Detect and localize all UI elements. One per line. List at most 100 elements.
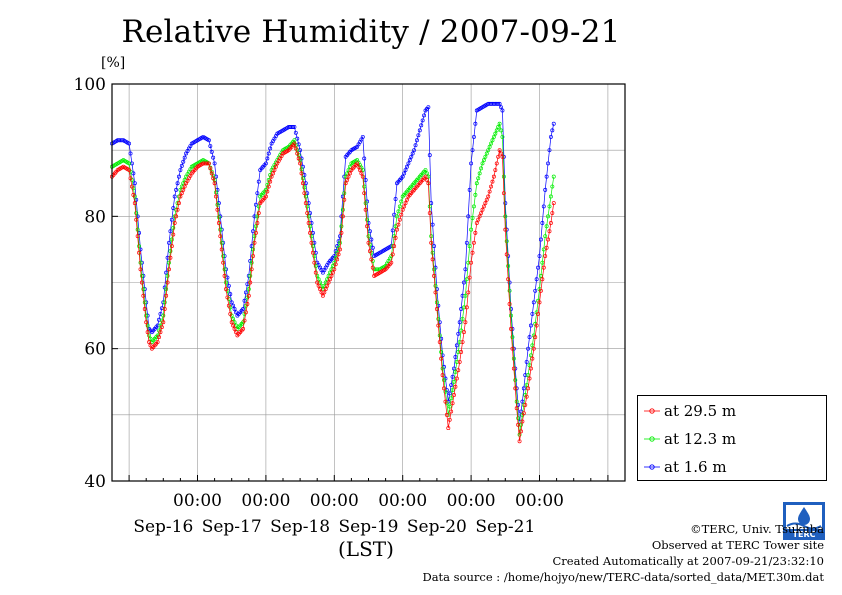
- data-point-16: [232, 307, 237, 311]
- data-point-16: [228, 292, 233, 297]
- data-point-295: [319, 290, 324, 295]
- data-point-123: [323, 280, 328, 285]
- data-point-295: [481, 204, 486, 209]
- data-point-16: [523, 373, 528, 378]
- data-point-295: [536, 311, 541, 316]
- data-point-123: [330, 264, 335, 268]
- data-point-295: [462, 330, 466, 335]
- data-point-123: [360, 168, 365, 172]
- data-point-123: [424, 171, 429, 176]
- data-point-16: [178, 168, 183, 172]
- data-point-16: [242, 298, 247, 303]
- data-point-16: [487, 101, 492, 106]
- data-point-295: [330, 270, 335, 275]
- data-point-16: [265, 156, 270, 161]
- data-point-123: [343, 174, 348, 179]
- data-point-123: [499, 128, 503, 133]
- data-point-295: [464, 305, 469, 310]
- data-point-123: [141, 287, 146, 292]
- data-point-16: [182, 155, 187, 160]
- data-point-295: [493, 168, 498, 172]
- data-point-295: [328, 277, 332, 282]
- data-point-123: [215, 202, 220, 207]
- data-point-123: [246, 287, 251, 292]
- data-point-123: [340, 207, 345, 212]
- data-point-295: [178, 194, 183, 199]
- data-point-295: [343, 181, 348, 186]
- data-point-295: [427, 211, 432, 215]
- data-point-123: [142, 300, 147, 305]
- data-point-123: [399, 199, 404, 204]
- data-point-295: [326, 280, 331, 285]
- data-point-16: [469, 161, 474, 166]
- data-point-123: [127, 161, 132, 166]
- data-point-295: [453, 384, 458, 389]
- data-point-123: [253, 224, 258, 229]
- data-point-16: [534, 277, 539, 282]
- data-point-295: [460, 340, 465, 344]
- terc-logo: TERC: [783, 502, 825, 540]
- data-point-123: [249, 260, 254, 265]
- grid-lines: [112, 84, 625, 481]
- data-point-295: [437, 340, 442, 344]
- data-point-295: [147, 340, 151, 344]
- data-point-16: [459, 307, 464, 311]
- data-point-123: [326, 273, 331, 278]
- data-point-16: [303, 181, 308, 186]
- data-point-295: [541, 265, 546, 270]
- data-point-123: [443, 389, 448, 394]
- data-point-295: [472, 240, 476, 245]
- data-point-123: [348, 164, 352, 169]
- data-point-295: [442, 386, 446, 391]
- data-point-123: [493, 131, 498, 136]
- data-point-295: [547, 229, 552, 234]
- data-point-295: [517, 439, 522, 444]
- data-point-16: [419, 123, 424, 128]
- data-point-123: [546, 214, 551, 219]
- data-point-123: [457, 340, 462, 344]
- legend: at 29.5 m at 12.3 m at 1.6 m: [637, 395, 827, 481]
- data-point-295: [405, 197, 409, 202]
- data-point-123: [224, 280, 228, 285]
- data-point-295: [466, 290, 471, 295]
- data-point-123: [453, 369, 458, 374]
- data-point-295: [393, 235, 398, 240]
- data-point-123: [362, 184, 367, 189]
- data-point-295: [345, 177, 350, 182]
- data-point-295: [175, 207, 180, 212]
- data-point-295: [476, 217, 481, 222]
- data-point-295: [540, 277, 545, 282]
- data-point-123: [513, 378, 518, 383]
- data-point-16: [171, 206, 176, 211]
- data-point-295: [155, 340, 160, 344]
- y-tick-label: 80: [84, 207, 106, 227]
- data-point-123: [506, 264, 511, 268]
- data-point-295: [224, 287, 228, 292]
- data-point-16: [392, 212, 397, 217]
- data-point-123: [459, 328, 464, 333]
- data-point-16: [402, 171, 407, 176]
- data-point-123: [342, 191, 347, 196]
- data-point-295: [392, 244, 397, 249]
- data-point-295: [477, 214, 482, 219]
- data-point-295: [296, 156, 301, 161]
- data-point-123: [218, 227, 223, 232]
- data-point-123: [454, 359, 459, 364]
- data-point-16: [286, 125, 291, 129]
- data-point-295: [139, 280, 144, 285]
- data-point-123: [490, 138, 495, 143]
- data-point-16: [291, 125, 295, 129]
- data-point-295: [446, 426, 451, 431]
- data-point-123: [305, 204, 310, 209]
- data-point-295: [332, 267, 337, 272]
- data-point-16: [229, 300, 234, 305]
- data-point-295: [315, 280, 320, 285]
- data-point-16: [499, 105, 503, 110]
- data-point-16: [497, 101, 502, 106]
- data-point-295: [212, 181, 217, 186]
- data-point-16: [292, 125, 297, 129]
- data-point-16: [460, 293, 465, 298]
- data-point-16: [541, 204, 546, 209]
- data-point-16: [363, 177, 368, 182]
- data-point-295: [363, 207, 368, 212]
